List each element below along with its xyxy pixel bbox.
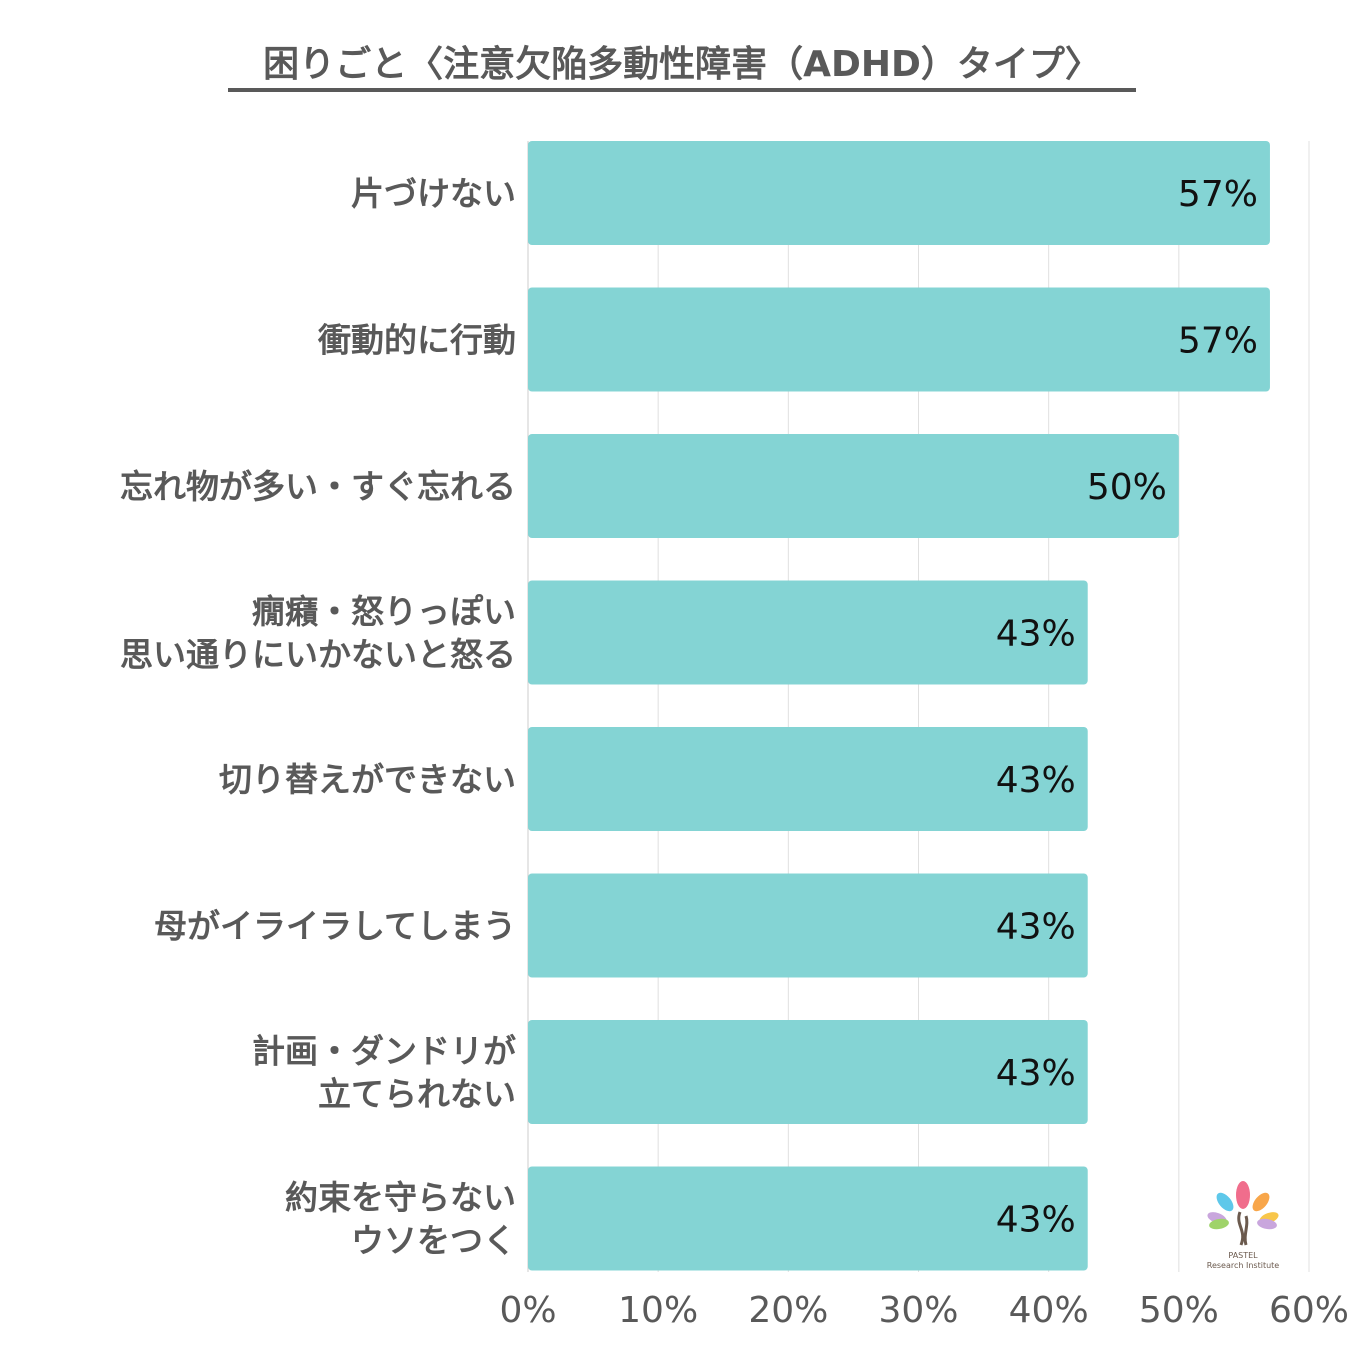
bar bbox=[528, 141, 1270, 245]
data-label: 50% bbox=[1087, 467, 1167, 508]
data-label: 57% bbox=[1178, 321, 1258, 362]
bar bbox=[528, 580, 1088, 685]
pastel-logo: PASTEL Research Institute bbox=[1207, 1181, 1280, 1270]
bar bbox=[528, 727, 1088, 831]
data-label: 57% bbox=[1178, 174, 1258, 215]
bar bbox=[528, 434, 1179, 538]
logo-petal bbox=[1236, 1181, 1250, 1209]
category-label: ウソをつく bbox=[351, 1221, 516, 1260]
category-label: 切り替えができない bbox=[219, 760, 516, 799]
category-label: 衝動的に行動 bbox=[317, 321, 516, 360]
x-tick-label: 0% bbox=[499, 1290, 556, 1331]
category-label: 片づけない bbox=[351, 174, 516, 213]
x-tick-label: 20% bbox=[748, 1290, 828, 1331]
category-label: 立てられない bbox=[318, 1075, 516, 1114]
x-tick-label: 40% bbox=[1009, 1290, 1089, 1331]
bar bbox=[528, 1166, 1088, 1271]
x-tick-label: 30% bbox=[878, 1290, 958, 1331]
data-label: 43% bbox=[996, 1200, 1076, 1241]
category-label: 母がイライラしてしまう bbox=[154, 907, 516, 946]
x-tick-label: 10% bbox=[618, 1290, 698, 1331]
chart-title: 困りごと〈注意欠陥多動性障害（ADHD）タイプ〉 bbox=[263, 43, 1101, 85]
category-label: 計画・ダンドリが bbox=[252, 1032, 516, 1071]
logo-figure bbox=[1237, 1211, 1249, 1246]
data-label: 43% bbox=[996, 614, 1076, 655]
data-label: 43% bbox=[996, 907, 1076, 948]
logo-petal bbox=[1216, 1192, 1234, 1212]
category-label: 忘れ物が多い・すぐ忘れる bbox=[120, 467, 516, 506]
bar bbox=[528, 287, 1270, 392]
logo-petal bbox=[1209, 1218, 1229, 1230]
category-label: 約束を守らない bbox=[285, 1178, 516, 1217]
bar bbox=[528, 873, 1088, 978]
logo-petal bbox=[1252, 1192, 1270, 1212]
bar bbox=[528, 1020, 1088, 1124]
logo-text-1: PASTEL bbox=[1228, 1251, 1258, 1260]
logo-petal bbox=[1257, 1218, 1277, 1230]
x-tick-label: 60% bbox=[1269, 1290, 1349, 1331]
category-label: 癇癪・怒りっぽい bbox=[252, 592, 516, 631]
data-label: 43% bbox=[996, 760, 1076, 801]
category-label: 思い通りにいかないと怒る bbox=[120, 635, 516, 674]
logo-text-2: Research Institute bbox=[1207, 1261, 1280, 1270]
x-tick-label: 50% bbox=[1139, 1290, 1219, 1331]
data-label: 43% bbox=[996, 1053, 1076, 1094]
